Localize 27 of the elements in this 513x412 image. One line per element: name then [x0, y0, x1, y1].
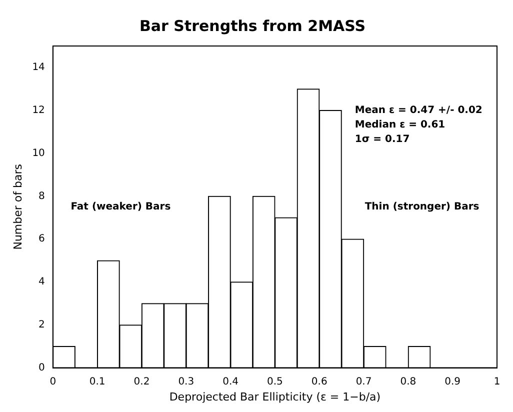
- x-tick-label: 0.6: [311, 376, 328, 388]
- annotation: Mean ε = 0.47 +/- 0.02: [354, 104, 482, 116]
- x-tick-label: 0: [50, 376, 56, 388]
- chart-title: Bar Strengths from 2MASS: [139, 16, 366, 35]
- x-tick-label: 0.2: [134, 376, 150, 388]
- y-axis-title: Number of bars: [11, 164, 24, 250]
- y-tick-label: 6: [38, 234, 45, 245]
- x-tick-label: 1: [494, 376, 500, 388]
- annotation: Median ε = 0.61: [354, 119, 446, 130]
- y-tick-label: 0: [38, 362, 45, 374]
- x-tick-label: 0.5: [267, 376, 283, 388]
- annotation: Fat (weaker) Bars: [70, 201, 171, 212]
- x-axis-title: Deprojected Bar Ellipticity (ε = 1−b/a): [169, 390, 381, 404]
- x-tick-label: 0.8: [400, 376, 416, 388]
- y-tick-label: 2: [38, 319, 45, 330]
- y-tick-label: 8: [38, 190, 45, 202]
- annotation: Thin (stronger) Bars: [364, 201, 480, 212]
- y-tick-label: 12: [32, 104, 45, 116]
- x-tick-label: 0.7: [356, 376, 372, 388]
- y-tick-label: 4: [38, 276, 45, 288]
- y-tick-label: 14: [32, 62, 45, 74]
- x-tick-label: 0.3: [178, 376, 194, 388]
- x-tick-label: 0.9: [444, 376, 461, 388]
- x-tick-label: 0.4: [222, 376, 239, 388]
- annotation: 1σ = 0.17: [354, 134, 410, 145]
- y-tick-label: 10: [32, 148, 45, 159]
- x-tick-label: 0.1: [89, 376, 106, 388]
